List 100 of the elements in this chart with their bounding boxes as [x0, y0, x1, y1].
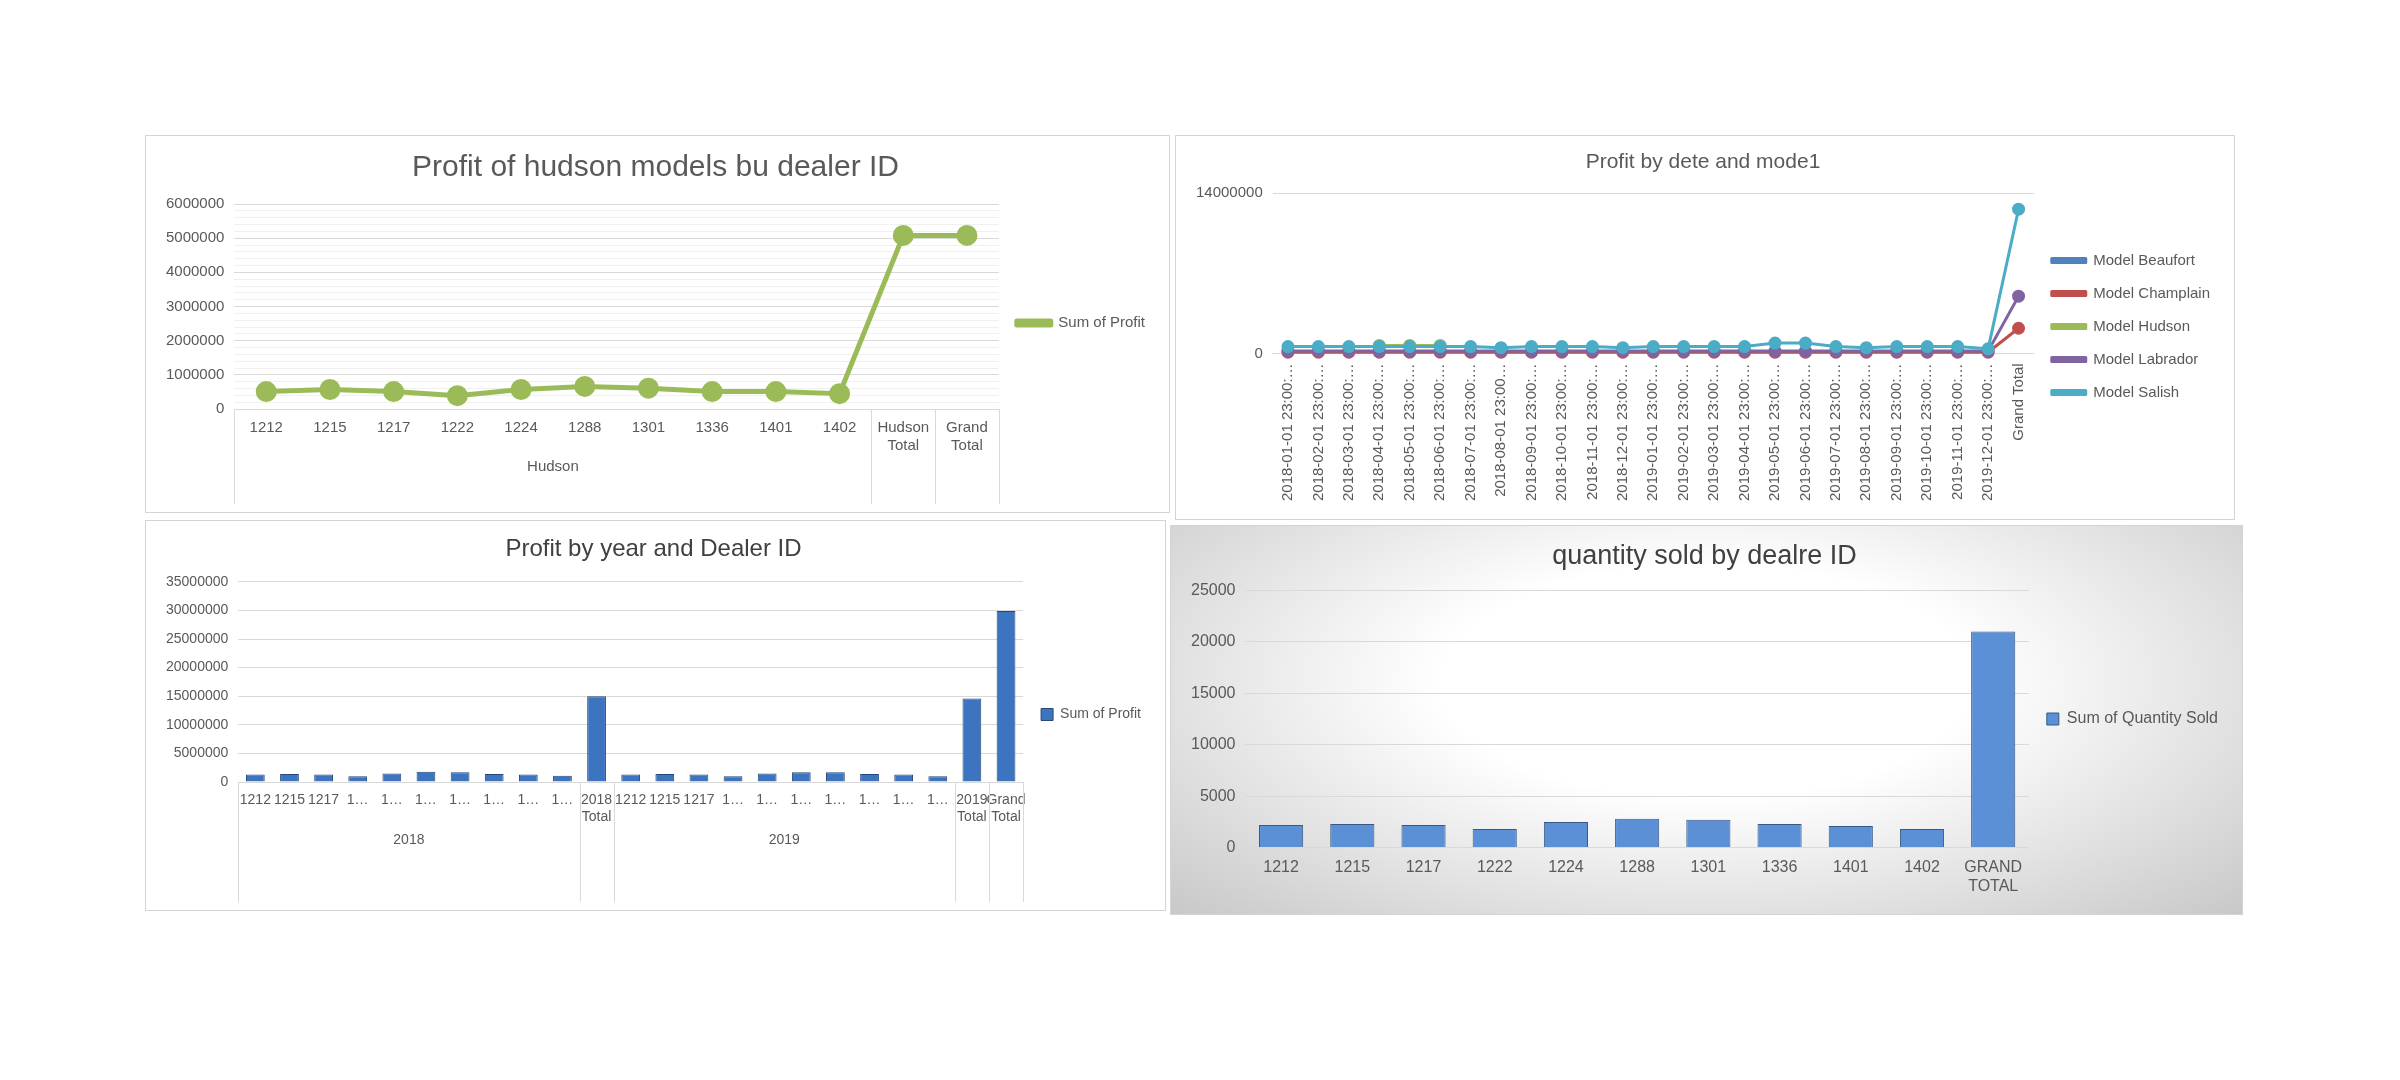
x-tick-label: 1…	[722, 791, 744, 808]
x-tick-label: 1…	[824, 791, 847, 808]
x-tick-label: 1402	[822, 418, 857, 436]
x-tick-label: Grand Total	[946, 418, 988, 454]
x-tick-label: 1…	[551, 791, 574, 808]
x-tick-label: 2019-12-01 23:00:…	[1978, 363, 1996, 502]
x-tick-label: 1402	[1904, 857, 1940, 875]
legend-label: Sum of Quantity Sold	[2066, 709, 2218, 727]
x-tick-label: 2018-12-01 23:00:…	[1612, 363, 1630, 502]
y-tick-label: 0	[1226, 838, 1236, 856]
y-tick-label: 20000000	[165, 658, 229, 675]
legend-label: Model Labrador	[2093, 349, 2199, 367]
x-tick-label: 2019-05-01 23:00:…	[1765, 363, 1783, 502]
x-tick-label: 2018-07-01 23:00:…	[1460, 363, 1478, 502]
x-tick-label: 1401	[759, 418, 793, 436]
x-tick-label: 1…	[380, 791, 403, 808]
x-tick-label: 2019-09-01 23:00:…	[1886, 363, 1904, 502]
x-tick-label: 1217	[376, 418, 411, 436]
legend-label: Sum of Profit	[1058, 313, 1146, 331]
x-tick-label: 2019-11-01 23:00:…	[1947, 363, 1965, 500]
x-tick-label: 2019-06-01 23:00:…	[1795, 363, 1813, 502]
x-tick-label: 1224	[1548, 857, 1584, 875]
chart-title: Profit by year and Dealer ID	[505, 534, 802, 562]
x-tick-label: 1224	[504, 418, 538, 436]
x-tick-label: 1222	[440, 418, 475, 436]
x-tick-label: 1212	[1263, 857, 1299, 875]
x-tick-label: 2018-01-01 23:00:…	[1278, 363, 1296, 502]
x-tick-label: 1215	[273, 791, 306, 808]
x-tick-label: 1336	[695, 418, 729, 436]
x-tick-label: 2019-04-01 23:00:…	[1734, 363, 1752, 502]
x-tick-label: 2019 Total	[956, 791, 988, 825]
x-tick-label: 1212	[249, 418, 283, 436]
x-tick-label: 1212	[239, 791, 272, 808]
x-tick-label: 1…	[415, 791, 437, 808]
y-tick-label: 6000000	[165, 194, 225, 212]
x-tick-label: 1217	[1405, 857, 1442, 875]
x-tick-label: 1215	[313, 418, 347, 436]
x-tick-label: 2019-01-01 23:00:…	[1643, 363, 1661, 502]
x-tick-label: 1…	[858, 791, 881, 808]
x-tick-label: 1401	[1832, 857, 1869, 875]
x-tick-label: 2018-11-01 23:00:…	[1582, 363, 1600, 500]
x-tick-label: 1212	[615, 791, 647, 808]
x-tick-label: 1…	[892, 791, 915, 808]
y-tick-label: 0	[220, 772, 229, 789]
text: 2018	[393, 830, 425, 847]
x-tick-label: 2018 Total	[580, 791, 613, 825]
y-tick-label: 15000000	[165, 687, 229, 704]
x-tick-label: 1…	[449, 791, 471, 808]
y-tick-label: 4000000	[165, 262, 225, 280]
x-tick-label: 2018-02-01 23:00:…	[1308, 363, 1326, 502]
y-tick-label: 10000000	[165, 715, 229, 732]
legend-label: Model Champlain	[2093, 283, 2211, 301]
y-tick-label: 30000000	[165, 601, 229, 618]
x-tick-label: 2018-06-01 23:00:…	[1430, 363, 1448, 502]
x-tick-label: 1…	[790, 791, 813, 808]
x-tick-label: 1215	[1334, 857, 1371, 875]
legend-label: Sum of Profit	[1060, 705, 1142, 722]
x-tick-label: GRAND TOTAL	[1964, 857, 2023, 894]
text: 2019	[768, 830, 801, 847]
y-tick-label: 20000	[1190, 632, 1236, 650]
y-tick-label: 14000000	[1195, 183, 1263, 201]
y-tick-label: 2000000	[165, 330, 225, 348]
x-tick-label: 1301	[631, 418, 666, 436]
y-tick-label: 5000000	[165, 228, 225, 246]
x-tick-label: 2018-08-01 23:00…	[1491, 363, 1509, 497]
x-tick-label: 2019-08-01 23:00:…	[1856, 363, 1874, 502]
x-tick-label: 1217	[683, 791, 715, 808]
x-tick-label: 2018-10-01 23:00:…	[1552, 363, 1570, 502]
x-tick-label: 1301	[1690, 857, 1727, 875]
x-tick-label: 2018-04-01 23:00:…	[1369, 363, 1387, 502]
x-tick-label: 1…	[346, 791, 369, 808]
x-tick-label: 1288	[568, 418, 602, 436]
y-tick-label: 15000	[1190, 683, 1236, 701]
y-tick-label: 0	[1254, 343, 1263, 361]
chart-title: Profit of hudson models bu dealer ID	[412, 149, 899, 183]
text: Hudson	[527, 457, 579, 475]
x-tick-label: 1215	[649, 791, 681, 808]
chart-title: Profit by dete and mode1	[1585, 149, 1821, 173]
x-tick-label: 1…	[926, 791, 949, 808]
x-tick-label: 1288	[1619, 857, 1656, 875]
y-tick-label: 10000	[1190, 735, 1236, 753]
x-tick-label: 2019-07-01 23:00:…	[1826, 363, 1844, 502]
y-tick-label: 25000000	[165, 629, 229, 646]
legend-label: Model Salish	[2093, 382, 2180, 400]
x-tick-label: 1217	[308, 791, 340, 808]
x-tick-label: 1…	[756, 791, 779, 808]
y-tick-label: 5000000	[173, 744, 229, 761]
chart-title: quantity sold by dealre ID	[1552, 539, 1857, 570]
x-tick-label: 1336	[1761, 857, 1798, 875]
x-tick-label: 1…	[517, 791, 540, 808]
x-tick-label: 2019-03-01 23:00:…	[1704, 363, 1722, 502]
y-tick-label: 1000000	[165, 364, 225, 382]
y-tick-label: 25000	[1190, 580, 1236, 598]
legend-label: Model Hudson	[2093, 316, 2191, 334]
y-tick-label: 3000000	[165, 296, 225, 314]
x-tick-label: 2018-03-01 23:00:…	[1338, 363, 1356, 502]
x-tick-label: Hudson Total	[877, 418, 930, 454]
x-tick-label: 2018-05-01 23:00:…	[1399, 363, 1417, 502]
y-tick-label: 35000000	[165, 572, 229, 589]
x-tick-label: 1222	[1476, 857, 1513, 875]
